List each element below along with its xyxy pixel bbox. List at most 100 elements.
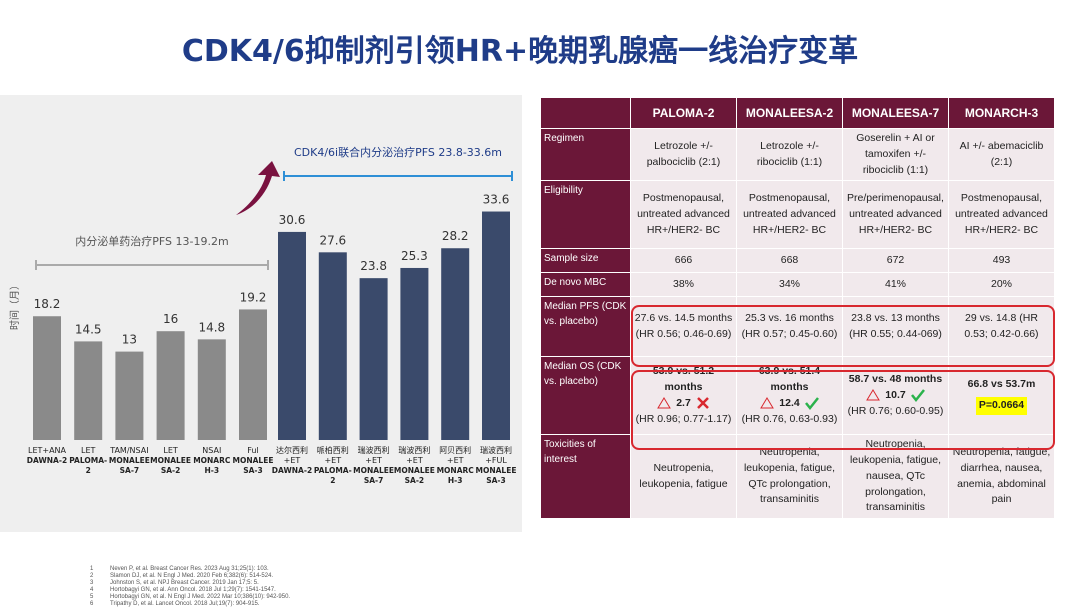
trial-label: MONARCH-3 [436, 466, 474, 485]
cross-icon [696, 397, 709, 409]
bracket-label: CDK4/6i联合内分泌治疗PFS 23.8-33.6m [294, 145, 502, 159]
bar [115, 351, 144, 440]
category-label: 阿贝西利+ET MONARCH-3 [434, 446, 476, 486]
reference: 3 Johnston S, et al. NPJ Breast Cancer. 2… [90, 580, 290, 587]
y-axis-label: 时间（月） [8, 280, 21, 330]
arrow [236, 161, 280, 215]
row-label: Sample size [540, 248, 631, 274]
cell: Goserelin + AI or tamoxifen +/- ribocicl… [842, 127, 949, 182]
header-cell: MONARCH-3 [948, 97, 1055, 129]
references: 1 Neven P, et al. Breast Cancer Res. 2023… [90, 566, 290, 608]
value-label: 14.5 [75, 322, 102, 336]
chart-panel: 时间（月） 内分泌单药治疗PFS 13-19.2m CDK4/6i联合内分泌治疗… [0, 95, 522, 532]
cell: Letrozole +/- ribociclib (1:1) [736, 127, 843, 182]
value-label: 13 [122, 333, 137, 347]
trial-label: PALOMA-2 [69, 456, 108, 475]
os-main: 58.7 vs. 48 months [848, 373, 943, 386]
header-cell: PALOMA-2 [630, 97, 737, 129]
delta [866, 389, 881, 401]
row-label: Median OS (CDK vs. placebo) [540, 356, 631, 436]
os-delta-line: 12.4 [740, 396, 839, 412]
cell: 34% [736, 272, 843, 298]
header-row: PALOMA-2 MONALEESA-2 MONALEESA-7 MONARCH-3 [540, 97, 1055, 129]
reference-text: Slamon DJ, et al. N Engl J Med. 2020 Feb… [110, 573, 274, 579]
cell: 20% [948, 272, 1055, 298]
os-hr: (HR 0.96; 0.77-1.17) [635, 412, 732, 425]
arm-label: 瑞波西利+FUL [480, 446, 512, 465]
delta-icon [866, 389, 881, 401]
delta [760, 396, 775, 409]
bar [33, 316, 61, 440]
cell: 53.9 vs. 51.2 months 2.7 (HR 0.96; 0.77-1.… [630, 356, 737, 436]
bar [359, 278, 388, 440]
category-label: 瑞波西利+ET MONALEESA-2 [393, 446, 435, 486]
reference-number: 6 [90, 601, 94, 607]
arm-label: 哌柏西利+ET [316, 446, 349, 465]
reference: 1 Neven P, et al. Breast Cancer Res. 2023… [90, 566, 290, 573]
delta-icon [760, 396, 775, 409]
highlight-box [631, 370, 1055, 450]
reference: 2 Slamon DJ, et al. N Engl J Med. 2020 Fe… [90, 573, 290, 580]
cell: 672 [842, 248, 949, 274]
reference-text: Johnston S, et al. NPJ Breast Cancer. 20… [110, 580, 259, 586]
value-label: 28.2 [442, 229, 469, 243]
arm-label: LET [80, 446, 96, 455]
comparison-table: PALOMA-2 MONALEESA-2 MONALEESA-7 MONARCH-3 … [540, 97, 1055, 519]
bar [318, 252, 347, 440]
cell: 666 [630, 248, 737, 274]
delta-icon [657, 396, 672, 409]
trial-label: MONALEESA-3 [232, 456, 274, 475]
trial-label: DAWNA-2 [271, 466, 313, 475]
reference-text: Neven P, et al. Breast Cancer Res. 2023 … [110, 566, 269, 572]
bar [400, 267, 429, 440]
cell: Letrozole +/- palbociclib (2:1) [630, 127, 737, 182]
category-label: 达尔西利+ET DAWNA-2 [271, 446, 313, 476]
cell: 63.9 vs. 51.4 months 12.4 (HR 0.76, 0.63-0… [736, 356, 843, 436]
row-label: Regimen [540, 127, 631, 182]
trial-label: MONALEESA-2 [393, 466, 435, 485]
header-cell: MONALEESA-7 [842, 97, 949, 129]
arm-label: TAM/NSAI [110, 446, 149, 455]
row-label: De novo MBC [540, 272, 631, 298]
table-row: Regimen Letrozole +/- palbociclib (2:1) Le… [540, 127, 1055, 182]
trial-label: PALOMA-2 [313, 466, 352, 485]
category-label: 瑞波西利+FUL MONALEESA-3 [475, 446, 517, 486]
value-label: 16 [163, 312, 178, 326]
os-delta: 12.4 [779, 396, 800, 409]
table-row: Median OS (CDK vs. placebo) 53.9 vs. 51.2… [540, 356, 1055, 436]
value-label: 14.8 [198, 320, 225, 334]
reference: 6 Tripathy D, et al. Lancet Oncol. 2018 J… [90, 601, 290, 608]
arm-label: NSAI [202, 446, 222, 455]
row-label: Toxicities of interest [540, 434, 631, 519]
cell: Postmenopausal, untreated advanced HR+/H… [736, 180, 843, 250]
header-cell [540, 97, 631, 129]
cell: 41% [842, 272, 949, 298]
bar [156, 331, 185, 440]
cell: Postmenopausal, untreated advanced HR+/H… [948, 180, 1055, 250]
reference: 4 Hortobagyi GN, et al. Ann Oncol. 2018 J… [90, 587, 290, 594]
cell: Postmenopausal, untreated advanced HR+/H… [630, 180, 737, 250]
trial-label: MONALEESA-7 [353, 466, 395, 485]
category-label: Ful MONALEESA-3 [232, 446, 274, 476]
bar [74, 341, 103, 440]
arm-label: 瑞波西利+ET [357, 446, 390, 465]
reference-text: Hortobagyi GN, et al. Ann Oncol. 2018 Ju… [110, 587, 276, 593]
category-label: LET MONALEESA-2 [150, 446, 192, 476]
category-label: NSAI MONARCH-3 [191, 446, 233, 476]
reference-number: 3 [90, 580, 94, 586]
arm-label: LET [163, 446, 178, 455]
os-delta: 10.7 [885, 388, 906, 401]
reference-text: Hortobagyi GN, et al. N Engl J Med. 2022… [110, 594, 291, 600]
cell: Pre/perimenopausal, untreated advanced H… [842, 180, 949, 250]
cell: 493 [948, 248, 1055, 274]
value-label: 18.2 [34, 297, 61, 311]
os-delta-line: 10.7 [846, 388, 945, 404]
trial-label: MONALEESA-2 [150, 456, 192, 475]
trial-label: MONARCH-3 [193, 456, 231, 475]
os-delta: 2.7 [676, 396, 691, 409]
arm-label: 瑞波西利+ET [398, 446, 431, 465]
row-label: Median PFS (CDK vs. placebo) [540, 296, 631, 358]
os-hr: (HR 0.76; 0.60-0.95) [847, 404, 944, 417]
header-cell: MONALEESA-2 [736, 97, 843, 129]
check-icon [910, 389, 925, 403]
